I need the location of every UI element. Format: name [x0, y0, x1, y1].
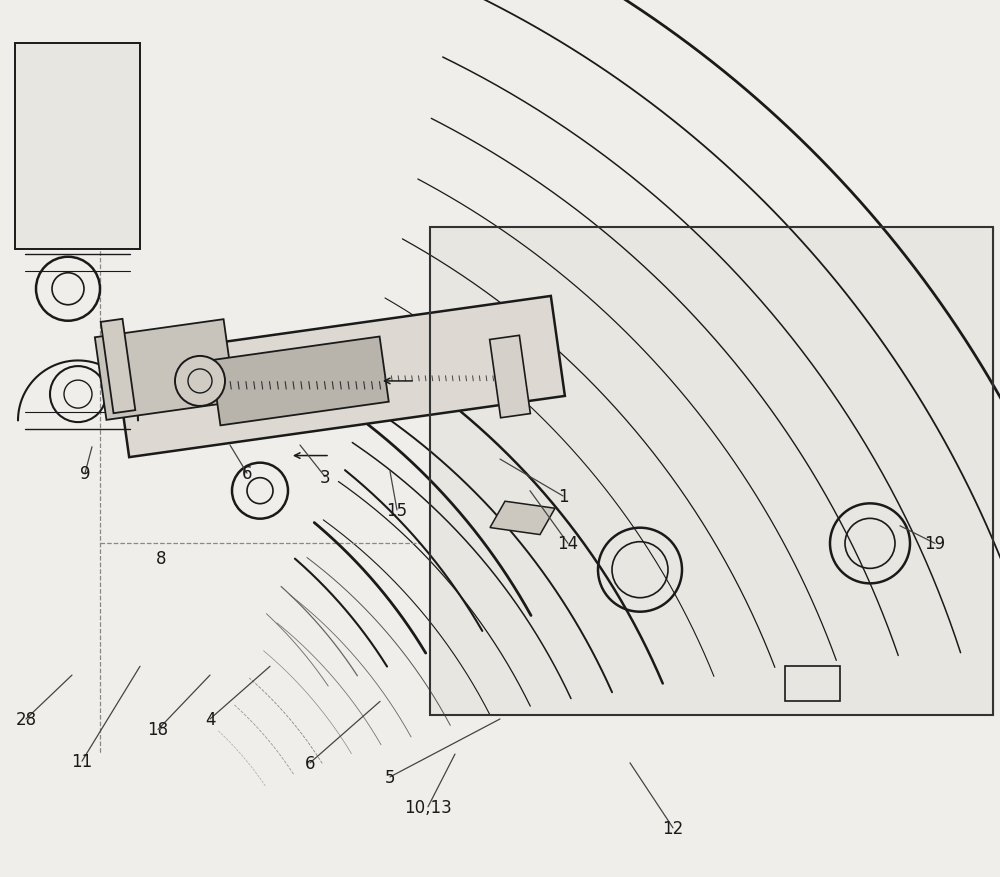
Bar [15, 44, 140, 250]
Text: 14: 14 [557, 535, 579, 553]
Text: 12: 12 [662, 819, 684, 837]
Text: 9: 9 [80, 465, 90, 482]
Text: 28: 28 [15, 710, 37, 728]
Text: 19: 19 [924, 535, 946, 553]
Circle shape [175, 357, 225, 406]
Text: 15: 15 [386, 502, 408, 519]
Text: 4: 4 [205, 710, 215, 728]
Text: 1: 1 [558, 488, 568, 505]
Text: 5: 5 [385, 768, 395, 786]
Text: 6: 6 [305, 754, 315, 772]
Bar [115, 296, 565, 458]
Text: 18: 18 [147, 721, 169, 738]
Bar [211, 337, 389, 426]
Bar [95, 320, 235, 420]
Bar [430, 228, 993, 715]
Bar [785, 667, 840, 702]
Bar [490, 336, 530, 418]
Text: 8: 8 [156, 550, 166, 567]
Polygon shape [490, 502, 555, 535]
Bar [101, 319, 135, 414]
Bar [430, 228, 995, 715]
Text: 10,13: 10,13 [404, 798, 452, 816]
Text: 6: 6 [242, 465, 252, 482]
Text: 11: 11 [71, 752, 93, 770]
Text: 3: 3 [320, 468, 330, 486]
